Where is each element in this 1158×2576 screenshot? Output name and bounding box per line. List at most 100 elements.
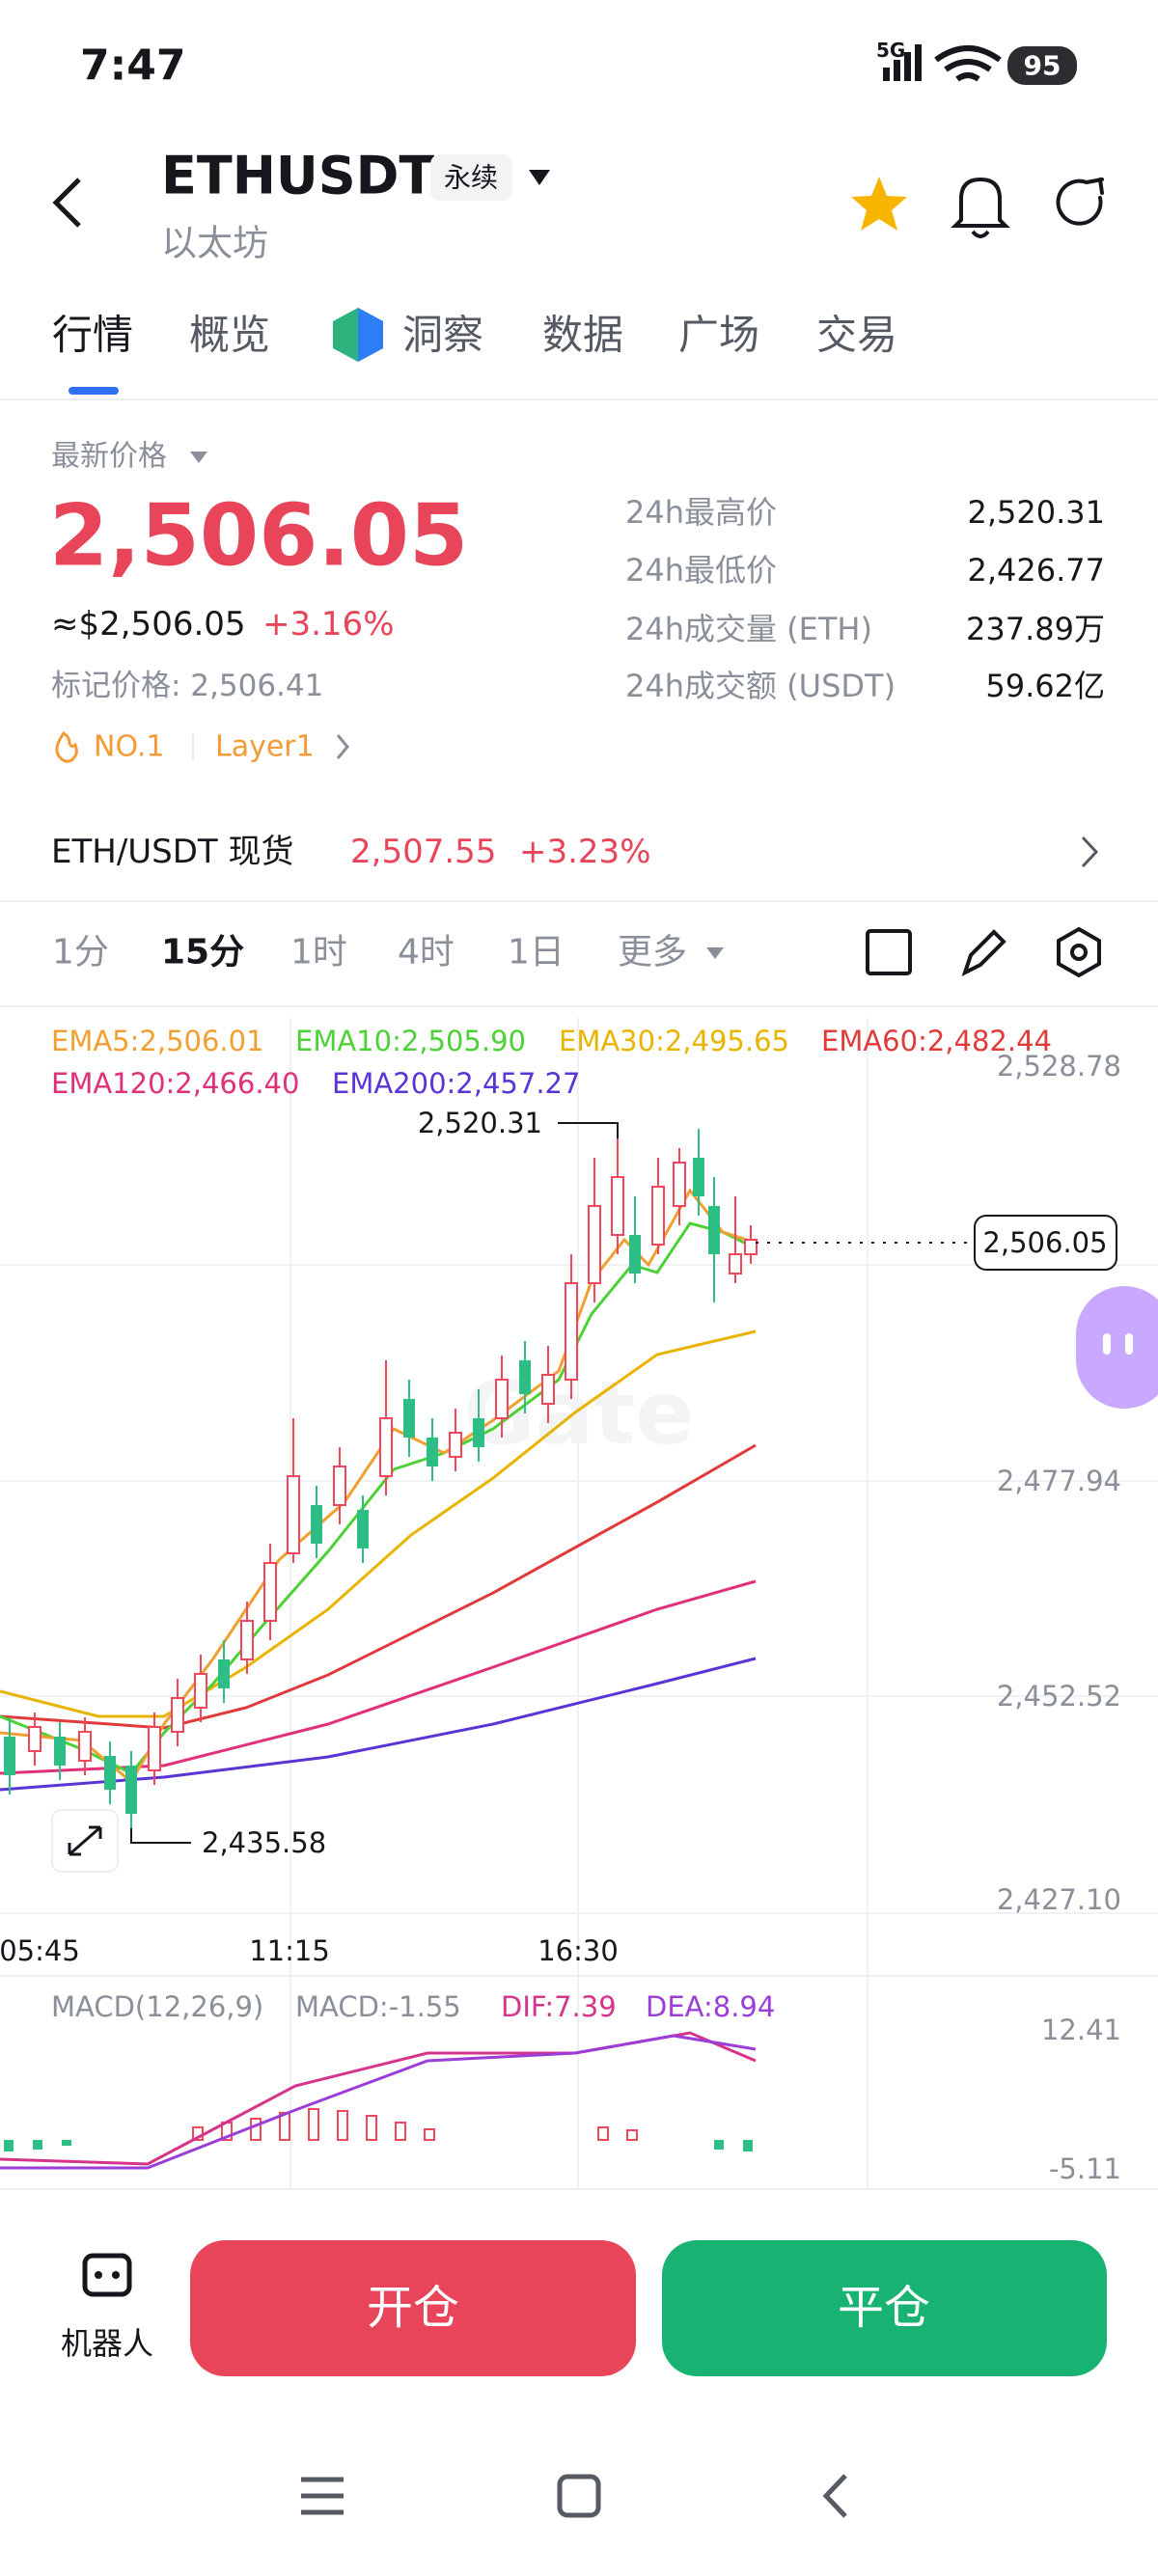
- nav-home[interactable]: [557, 2474, 601, 2518]
- spot-pair[interactable]: ETH/USDT 现货: [51, 833, 294, 871]
- tab[interactable]: 数据: [542, 312, 623, 359]
- grid: [0, 1018, 1158, 2189]
- ema-legend: EMA60:2,482.44: [821, 1025, 1052, 1057]
- open-label: 开仓: [367, 2281, 459, 2335]
- tab[interactable]: 洞察: [402, 312, 483, 359]
- macd-legend: DEA:8.94: [646, 1990, 775, 2023]
- favorite-star[interactable]: [851, 177, 907, 231]
- ema-legend: EMA200:2,457.27: [332, 1067, 580, 1100]
- price-label: 最新价格: [51, 440, 167, 474]
- stat-label: 24h最低价: [625, 552, 777, 589]
- interval[interactable]: 1时: [290, 933, 347, 973]
- ema-legend: EMA10:2,505.90: [295, 1025, 526, 1057]
- close-label: 平仓: [838, 2281, 930, 2335]
- dropdown[interactable]: [529, 170, 550, 185]
- interval[interactable]: 1分: [52, 933, 109, 973]
- x-label: 11:15: [249, 1934, 330, 1967]
- ema-lines: [0, 1188, 757, 1792]
- tab-indicator: [69, 387, 119, 395]
- y-label: 2,477.94: [997, 1465, 1121, 1497]
- symbol: ETHUSDT: [161, 146, 434, 206]
- chevron[interactable]: [1081, 836, 1099, 868]
- stat-label: 24h成交额 (USDT): [625, 668, 896, 704]
- robot-label[interactable]: 机器人: [61, 2325, 153, 2362]
- bubble-eye: [1125, 1333, 1133, 1355]
- macd-legend: DIF:7.39: [501, 1990, 617, 2023]
- time: 7:47: [80, 41, 185, 91]
- assistant-bubble[interactable]: [1076, 1286, 1158, 1409]
- robot-icon[interactable]: [82, 2253, 132, 2297]
- change: +3.16%: [262, 605, 395, 644]
- stat-label: 24h最高价: [625, 494, 777, 531]
- stat-value: 2,426.77: [968, 552, 1106, 589]
- macd-legend: MACD:-1.55: [295, 1990, 461, 2023]
- tag[interactable]: NO.1: [94, 730, 164, 764]
- spot-change: +3.23%: [519, 833, 651, 871]
- wifi-icon: [934, 45, 1002, 82]
- low-pointer: [130, 1828, 191, 1844]
- tab[interactable]: 广场: [678, 312, 759, 359]
- bell[interactable]: [951, 177, 1010, 238]
- robot-eye: [95, 2271, 102, 2279]
- tab[interactable]: 概览: [189, 312, 270, 359]
- name: 以太坊: [161, 223, 268, 264]
- x-label: 16:30: [538, 1934, 619, 1967]
- stat-value: 59.62亿: [985, 668, 1105, 704]
- nav-back[interactable]: [822, 2474, 847, 2518]
- macd-y-label: 12.41: [1041, 2014, 1121, 2046]
- stat-label: 24h成交量 (ETH): [625, 611, 872, 647]
- badge-bg: [430, 154, 512, 201]
- share[interactable]: [1056, 178, 1104, 226]
- settings-icon[interactable]: [1057, 926, 1101, 978]
- close-button[interactable]: [662, 2240, 1107, 2376]
- nav-menu[interactable]: [301, 2477, 344, 2515]
- dif-line: [0, 2031, 757, 2166]
- draw-icon[interactable]: [961, 929, 1006, 976]
- signal-icon: [883, 44, 922, 81]
- macd-bars-down: [4, 2140, 753, 2151]
- high-label: 2,520.31: [418, 1107, 542, 1139]
- high-pointer: [558, 1122, 619, 1138]
- spot-price: 2,507.55: [350, 833, 496, 871]
- interval[interactable]: 4时: [398, 933, 455, 973]
- badge: 永续: [444, 162, 498, 194]
- tag[interactable]: Layer1: [215, 730, 315, 764]
- tab[interactable]: 交易: [816, 312, 897, 359]
- stat-value: 2,520.31: [968, 494, 1106, 531]
- ema-legend: EMA120:2,466.40: [51, 1067, 299, 1100]
- interval[interactable]: 1日: [508, 933, 565, 973]
- ema-legend: EMA30:2,495.65: [559, 1025, 789, 1057]
- candles-up: [4, 1129, 720, 1828]
- candles-down: [28, 1124, 758, 1785]
- expand-icon: [68, 1825, 102, 1856]
- interval[interactable]: 更多: [618, 933, 687, 973]
- chevron[interactable]: [336, 734, 349, 759]
- robot-eye: [112, 2271, 120, 2279]
- usd-price: ≈$2,506.05: [51, 605, 246, 644]
- low-label: 2,435.58: [202, 1826, 326, 1859]
- macd-legend: MACD(12,26,9): [51, 1990, 263, 2023]
- interval-active[interactable]: 15分: [161, 933, 244, 973]
- y-label: 2,427.10: [997, 1883, 1121, 1916]
- current-box: [974, 1215, 1117, 1271]
- tab[interactable]: 行情: [52, 312, 133, 359]
- bubble-eye: [1103, 1333, 1111, 1355]
- open-button[interactable]: [190, 2240, 636, 2376]
- flame-icon: [55, 730, 78, 763]
- ai-icon-half: [358, 308, 383, 362]
- dropdown[interactable]: [706, 947, 724, 959]
- battery: [1007, 46, 1077, 85]
- settings-dot: [1070, 944, 1088, 961]
- x-label: 05:45: [0, 1934, 80, 1967]
- network: 5G: [876, 39, 905, 62]
- y-label: 2,528.78: [997, 1050, 1121, 1082]
- current-price: 2,506.05: [982, 1226, 1107, 1259]
- fullscreen-icon[interactable]: [866, 929, 912, 975]
- dropdown[interactable]: [190, 452, 207, 463]
- back-button[interactable]: [52, 178, 81, 228]
- dea-line: [0, 2034, 757, 2170]
- ema-legend: EMA5:2,506.01: [51, 1025, 264, 1057]
- y-label: 2,452.52: [997, 1680, 1121, 1713]
